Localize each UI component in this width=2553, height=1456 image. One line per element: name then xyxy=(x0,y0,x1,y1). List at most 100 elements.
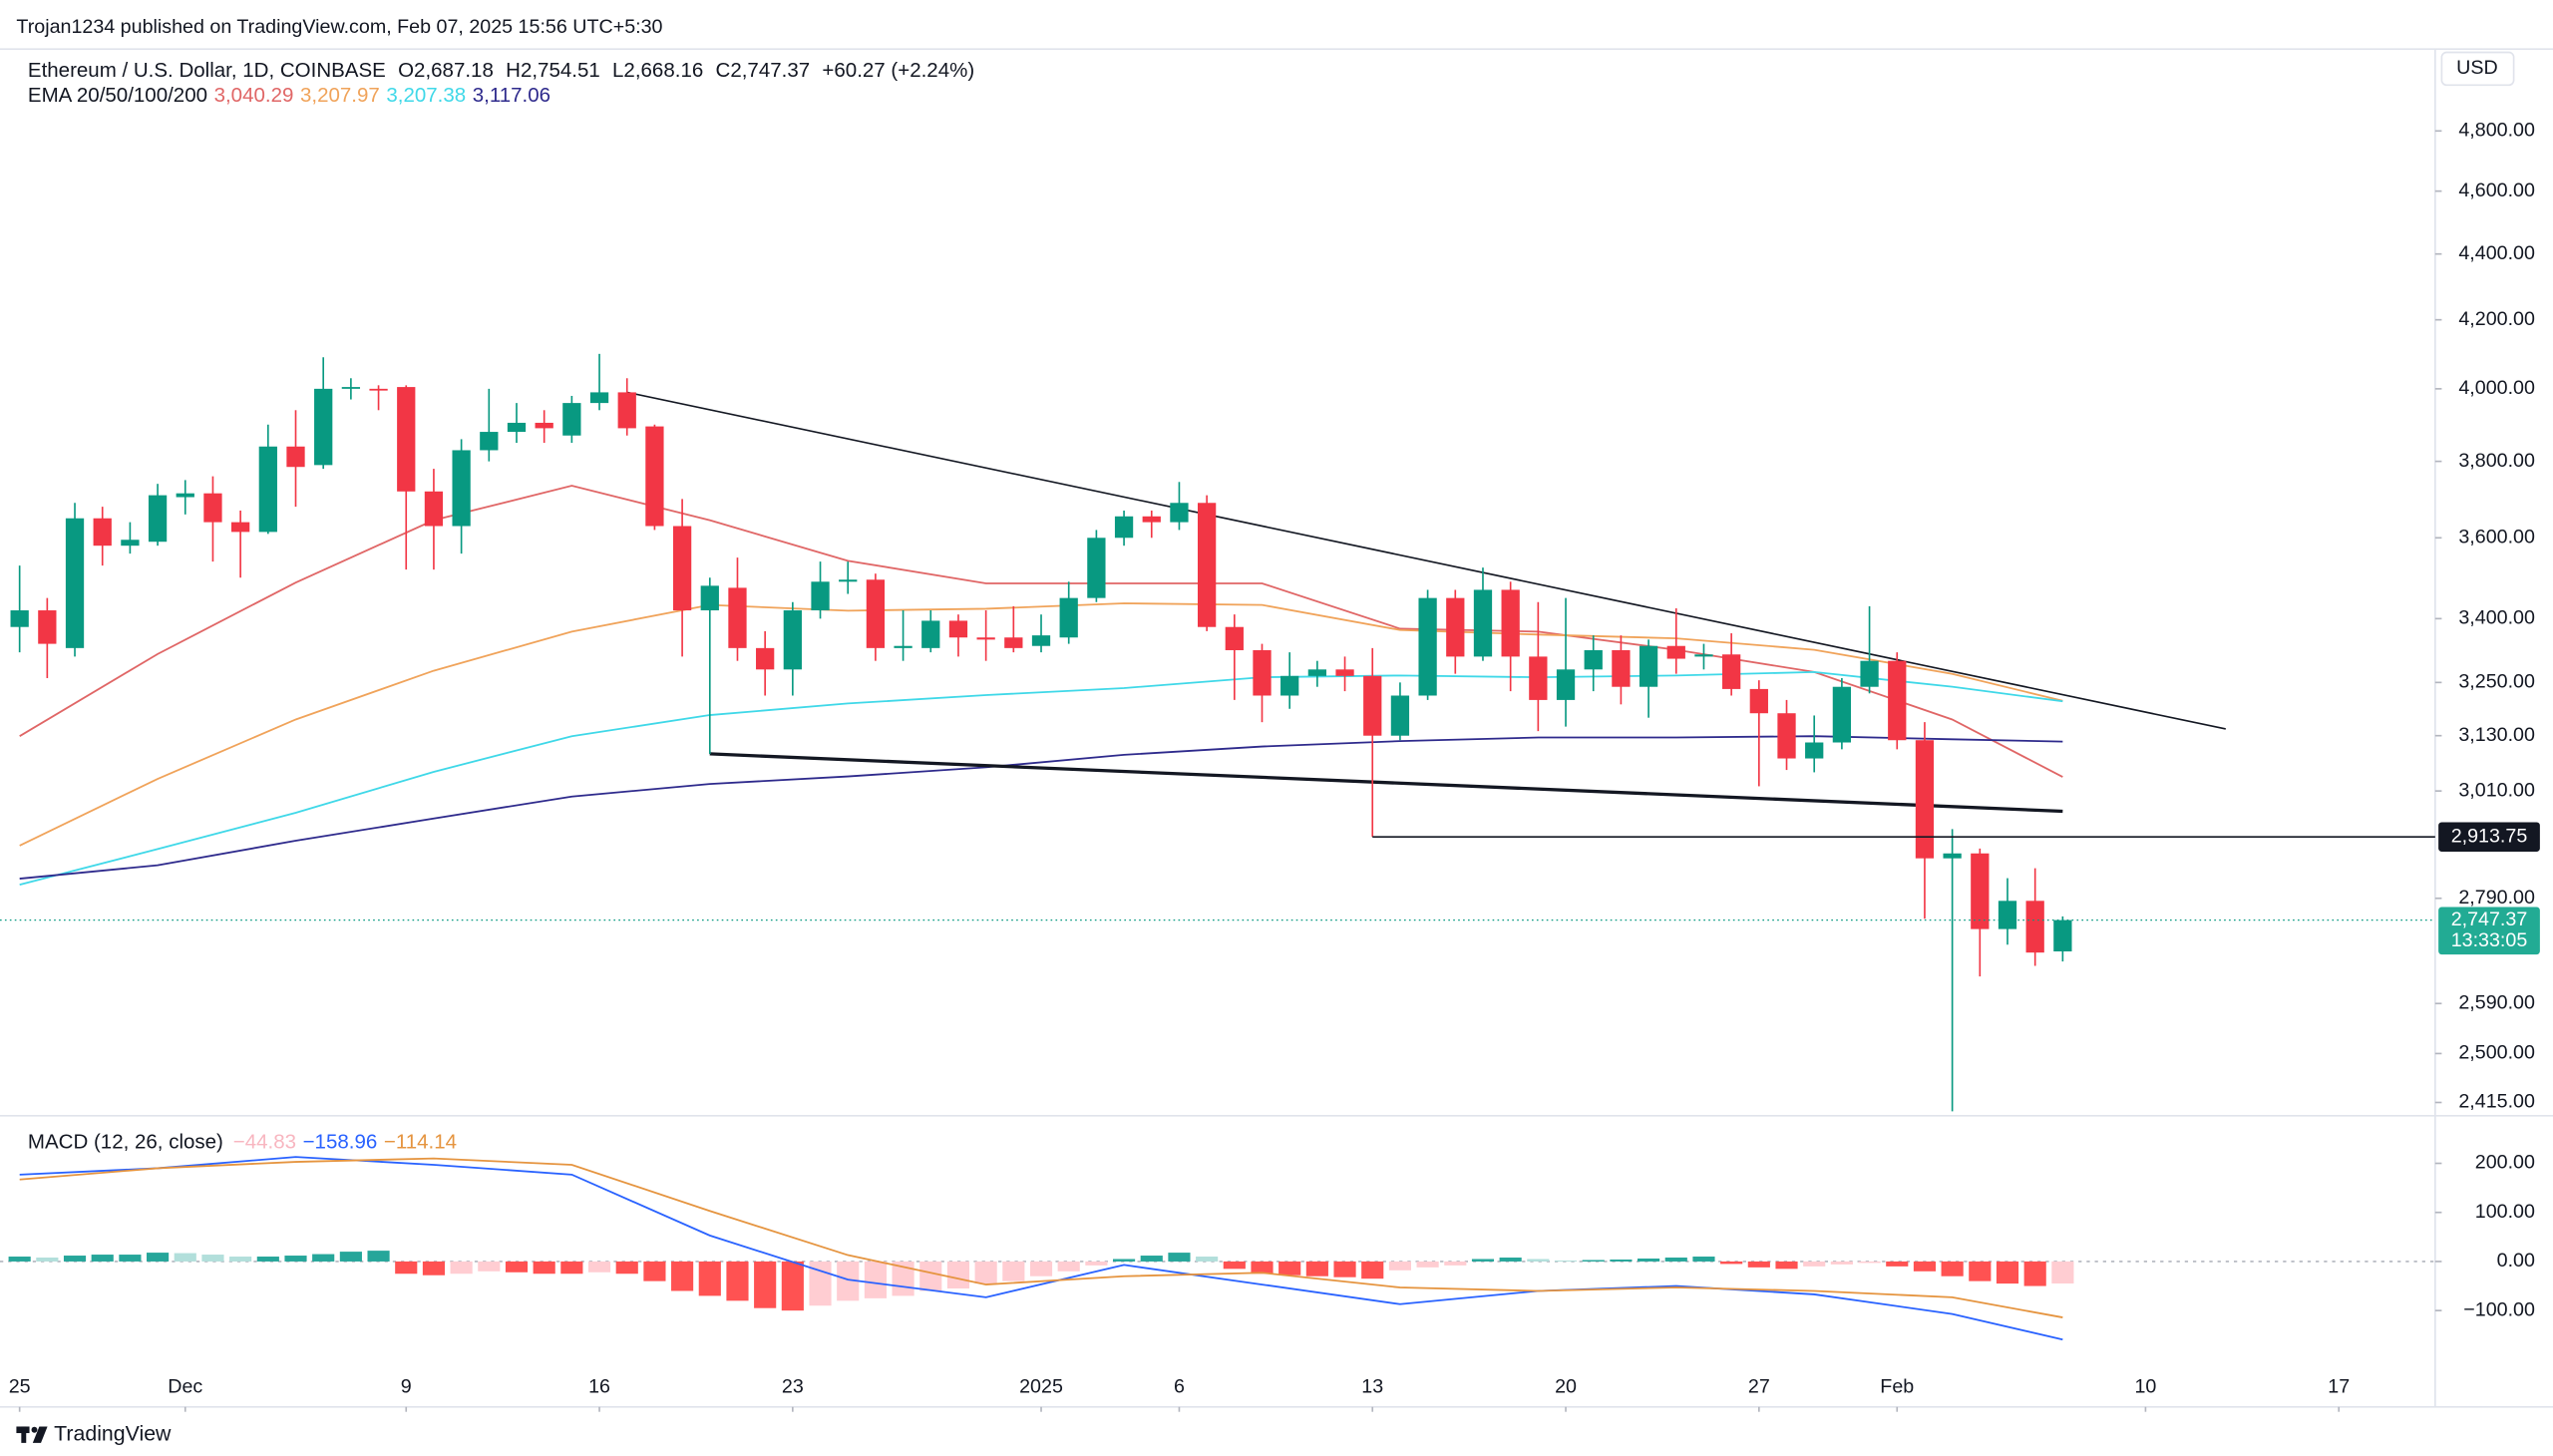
x-tick-label: 27 xyxy=(1748,1375,1770,1397)
candle-body xyxy=(811,581,830,611)
candle-body xyxy=(369,388,388,391)
candle-body xyxy=(148,495,168,543)
macd-legend: MACD (12, 26, close) −44.83 −158.96 −114.14 xyxy=(28,1131,457,1154)
candle-body xyxy=(1114,516,1134,539)
candle-body xyxy=(1501,589,1520,657)
macd-histogram-bar xyxy=(256,1257,279,1262)
macd-histogram-bar xyxy=(919,1261,942,1291)
candle-body xyxy=(1777,713,1796,759)
macd-histogram-bar xyxy=(147,1253,170,1262)
macd-histogram-bar xyxy=(1638,1258,1660,1262)
macd-histogram-bar xyxy=(754,1261,777,1308)
macd-histogram-bar xyxy=(1361,1261,1384,1279)
macd-histogram-bar xyxy=(946,1261,970,1289)
macd-pane xyxy=(0,1156,2435,1341)
candle-body xyxy=(1860,660,1879,687)
ema-label: EMA 20/50/100/200 xyxy=(28,84,207,107)
macd-histogram-bar xyxy=(671,1261,694,1291)
x-tick-label: Dec xyxy=(168,1375,202,1397)
candle-body xyxy=(480,432,499,451)
macd-histogram-bar xyxy=(312,1254,335,1262)
currency-box[interactable] xyxy=(2440,51,2515,87)
candle-body xyxy=(38,610,57,644)
logo-slash xyxy=(32,1426,48,1443)
macd-histogram-bar xyxy=(1471,1259,1495,1262)
candle-body xyxy=(1253,649,1272,696)
candle-body xyxy=(1971,853,1990,929)
macd-histogram-bar xyxy=(1527,1259,1550,1262)
candle-body xyxy=(1059,597,1078,638)
candle-body xyxy=(589,392,609,404)
macd-histogram-bar xyxy=(450,1261,473,1274)
macd-histogram-bar xyxy=(1941,1261,1964,1276)
candle-body xyxy=(1998,901,2017,929)
macd-histogram-bar xyxy=(864,1261,887,1298)
price-level-label: 2,913.75 xyxy=(2451,825,2528,847)
candle-body xyxy=(65,518,85,648)
symbol: Ethereum / U.S. Dollar, 1D, COINBASE xyxy=(28,60,386,83)
candle-body xyxy=(1529,656,1548,700)
macd-histogram-bar xyxy=(1610,1259,1633,1262)
macd-histogram-bar xyxy=(1388,1261,1411,1271)
macd-histogram-bar xyxy=(1057,1261,1080,1272)
trendline xyxy=(709,752,2063,814)
macd-histogram-bar xyxy=(643,1261,666,1281)
candle-body xyxy=(1004,637,1023,648)
macd-histogram-bar xyxy=(698,1261,721,1296)
last-price-label: 2,747.37 xyxy=(2451,909,2528,930)
y-tick-label: 4,200.00 xyxy=(2458,308,2535,330)
candle-body xyxy=(1142,516,1161,523)
macd-histogram-bar xyxy=(1664,1258,1687,1262)
x-tick-label: 23 xyxy=(782,1375,804,1397)
macd-tick-label: 200.00 xyxy=(2475,1152,2535,1174)
candle-body xyxy=(1335,669,1354,676)
currency[interactable]: USD xyxy=(2456,57,2498,79)
macd-histogram-bar xyxy=(1747,1261,1770,1268)
candle-body xyxy=(1722,654,1741,689)
macd-histogram-bar xyxy=(2023,1261,2046,1286)
macd-histogram-bar xyxy=(91,1255,114,1262)
candle-body xyxy=(1832,686,1852,743)
ohlc-low: L2,668.16 xyxy=(612,60,703,83)
candle-body xyxy=(121,540,140,546)
x-tick-label: 16 xyxy=(588,1375,610,1397)
y-tick-label: 3,800.00 xyxy=(2458,450,2535,472)
candle-body xyxy=(1087,538,1106,598)
candle-body xyxy=(839,579,858,582)
candle-body xyxy=(1225,626,1244,650)
candle-body xyxy=(2053,919,2072,952)
ema-line xyxy=(19,602,2063,847)
candle-body xyxy=(314,388,333,466)
x-tick-label: 6 xyxy=(1174,1375,1185,1397)
candle-body xyxy=(617,392,636,429)
candle-body xyxy=(286,446,305,468)
candle-body xyxy=(1307,669,1327,676)
candle-body xyxy=(728,587,747,648)
candle-body xyxy=(894,645,912,648)
macd-tick-label: 0.00 xyxy=(2497,1250,2535,1272)
macd-histogram-bar xyxy=(174,1253,196,1262)
macd-histogram-bar xyxy=(1140,1256,1163,1262)
symbol-legend: Ethereum / U.S. Dollar, 1D, COINBASE O2,… xyxy=(28,60,974,83)
candle-body xyxy=(397,387,416,492)
macd-tick-label: −100.00 xyxy=(2463,1298,2535,1320)
macd-histogram-bar xyxy=(1858,1261,1881,1264)
macd-histogram-bar xyxy=(339,1252,362,1262)
macd-histogram-bar xyxy=(1830,1261,1853,1265)
macd-legend-value: −114.14 xyxy=(384,1131,457,1154)
macd-line xyxy=(19,1157,2063,1318)
ema-legend: EMA 20/50/100/200 3,040.29 3,207.97 3,207.3… xyxy=(28,84,550,107)
macd-histogram-bar xyxy=(1305,1261,1328,1276)
macd-histogram-bar xyxy=(1251,1261,1274,1274)
y-tick-label: 4,600.00 xyxy=(2458,180,2535,201)
candle-body xyxy=(562,403,581,436)
x-tick-label: Feb xyxy=(1880,1375,1914,1397)
y-tick-label: 3,250.00 xyxy=(2458,671,2535,693)
candle-body xyxy=(948,620,968,638)
candle-body xyxy=(1694,654,1713,657)
macd-legend-value: −158.96 xyxy=(303,1131,378,1154)
macd-histogram-bar xyxy=(560,1261,583,1274)
ema-legend-value: 3,207.97 xyxy=(300,84,380,107)
candle-body xyxy=(452,450,471,527)
y-tick-label: 3,600.00 xyxy=(2458,526,2535,547)
